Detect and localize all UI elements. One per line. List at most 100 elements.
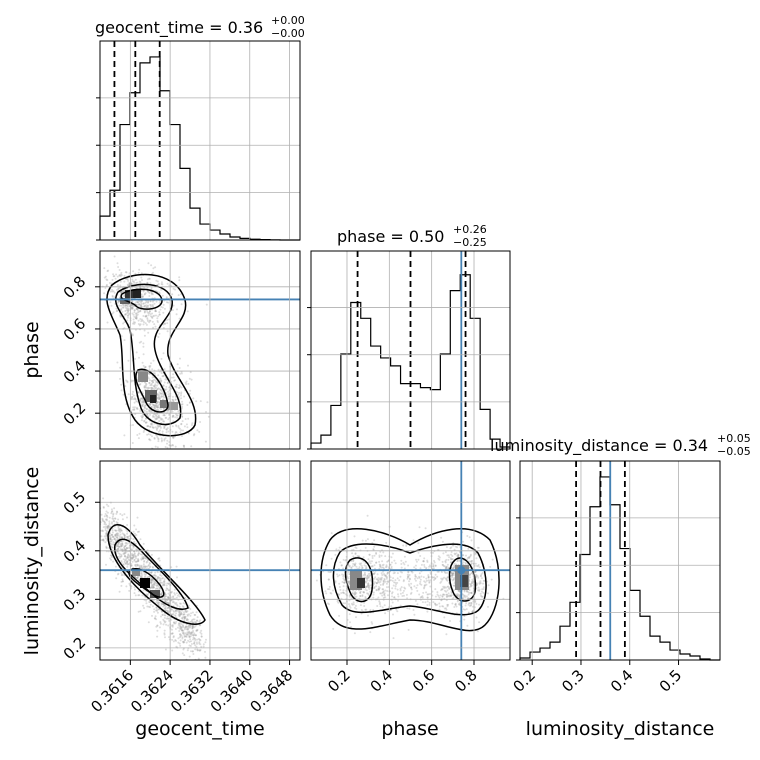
sample-point (436, 603, 439, 606)
sample-point (124, 551, 127, 554)
sample-point (373, 577, 376, 580)
sample-point (371, 565, 374, 568)
sample-point (180, 429, 183, 432)
sample-point (382, 570, 385, 573)
sample-point (474, 599, 477, 602)
sample-point (177, 426, 180, 429)
sample-point (142, 557, 144, 560)
sample-point (379, 550, 382, 553)
sample-point (160, 417, 163, 420)
sample-point (462, 608, 465, 611)
sample-point (146, 425, 149, 428)
sample-point (416, 584, 419, 587)
sample-point (368, 553, 371, 556)
sample-point (350, 625, 353, 628)
sample-point (156, 446, 159, 449)
sample-point (182, 613, 185, 616)
sample-point (364, 581, 367, 584)
sample-point (142, 305, 145, 308)
sample-point (450, 553, 453, 556)
sample-point (375, 582, 378, 584)
sample-point (142, 403, 145, 406)
sample-point (150, 582, 153, 584)
sample-point (141, 296, 144, 298)
sample-point (475, 552, 477, 555)
sample-point (144, 565, 147, 568)
x-tick-label: 0.8 (451, 666, 481, 696)
sample-point (111, 521, 113, 524)
sample-point (171, 443, 174, 446)
sample-point (163, 425, 166, 428)
sample-point (385, 564, 388, 567)
sample-point (135, 400, 138, 403)
sample-point (150, 388, 153, 391)
sample-point (370, 565, 373, 568)
sample-point (368, 574, 371, 577)
sample-point (118, 528, 121, 531)
sample-point (115, 273, 118, 276)
sample-point (393, 559, 396, 562)
sample-point (189, 645, 192, 647)
sample-point (161, 294, 164, 297)
sample-point (103, 523, 106, 526)
sample-point (482, 586, 485, 589)
sample-point (342, 585, 345, 588)
sample-point (172, 373, 175, 376)
sample-point (474, 571, 477, 573)
sample-point (102, 539, 104, 542)
sample-point (471, 578, 474, 581)
sample-point (160, 437, 163, 440)
sample-point (177, 610, 180, 613)
sample-point (198, 649, 201, 652)
sample-point (145, 386, 148, 389)
sample-point (151, 317, 154, 319)
sample-point (451, 574, 454, 577)
sample-point (148, 372, 151, 375)
sample-point (196, 619, 199, 622)
sample-point (328, 585, 331, 588)
sample-point (127, 316, 129, 319)
sample-point (154, 581, 156, 584)
sample-point (130, 585, 133, 588)
sample-point (170, 618, 173, 621)
sample-point (434, 603, 437, 606)
sample-point (429, 593, 431, 595)
sample-point (143, 321, 145, 324)
sample-point (183, 654, 186, 657)
sample-point (159, 308, 162, 311)
sample-point (141, 319, 144, 322)
sample-point (336, 575, 339, 578)
sample-point (152, 586, 155, 589)
sample-point (364, 608, 367, 611)
sample-point (399, 589, 402, 592)
sample-point (414, 574, 417, 576)
sample-point (335, 548, 338, 551)
sample-point (463, 590, 466, 593)
sample-point (155, 381, 158, 384)
sample-point (143, 386, 146, 389)
sample-point (161, 602, 164, 605)
sample-point (176, 576, 178, 579)
sample-point (165, 587, 168, 590)
sample-point (121, 542, 124, 545)
sample-point (181, 405, 184, 408)
sample-point (193, 618, 196, 621)
sample-point (446, 593, 448, 596)
sample-point (407, 628, 410, 631)
sample-point (375, 578, 378, 581)
sample-point (149, 603, 152, 606)
sample-point (367, 575, 370, 578)
sample-point (407, 564, 410, 567)
sample-point (383, 577, 386, 580)
sample-point (162, 603, 165, 606)
sample-point (332, 627, 335, 630)
sample-point (165, 388, 168, 391)
sample-point (132, 406, 135, 409)
sample-point (186, 617, 188, 620)
sample-point (116, 510, 118, 513)
sample-point (466, 556, 469, 559)
panel-frame (519, 460, 721, 661)
sample-point (152, 267, 155, 270)
sample-point (148, 295, 151, 297)
sample-point (457, 594, 460, 597)
